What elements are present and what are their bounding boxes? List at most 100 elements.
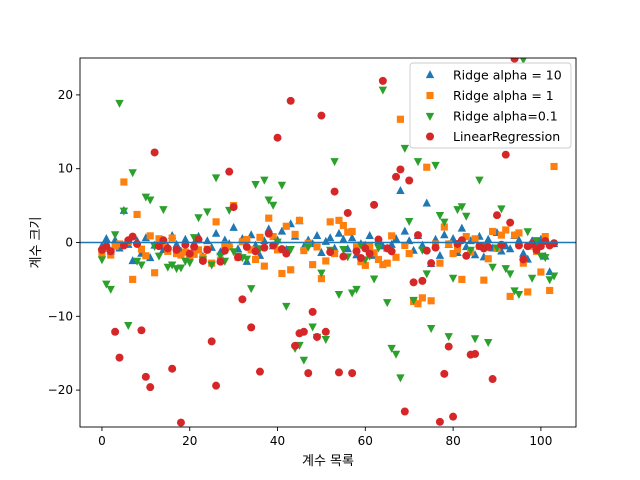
data-point <box>221 241 229 249</box>
data-point <box>273 246 282 254</box>
data-point <box>282 302 291 311</box>
x-tick-label: 60 <box>358 434 373 448</box>
data-point <box>505 270 515 279</box>
data-point <box>168 364 177 373</box>
data-point <box>471 349 480 358</box>
data-point <box>211 228 221 237</box>
data-point <box>308 307 317 316</box>
data-point <box>119 207 129 216</box>
data-point <box>229 222 238 231</box>
data-point <box>423 163 431 171</box>
data-point <box>541 233 549 241</box>
data-point <box>260 243 269 252</box>
data-point <box>277 226 287 235</box>
data-point <box>449 250 457 258</box>
data-point <box>339 245 348 254</box>
x-tick-label: 20 <box>182 434 197 448</box>
y-tick-label: 10 <box>58 162 73 176</box>
data-point <box>549 272 559 281</box>
data-point <box>527 274 537 283</box>
data-point <box>505 244 515 253</box>
data-point <box>264 229 273 238</box>
data-point <box>194 235 203 244</box>
data-point <box>229 248 238 257</box>
data-point <box>238 295 247 304</box>
data-point <box>102 233 111 242</box>
data-point <box>514 291 524 299</box>
data-point <box>440 218 449 227</box>
data-point <box>106 285 115 294</box>
data-point <box>242 255 251 264</box>
x-tick-label: 80 <box>445 434 460 448</box>
data-point <box>190 242 199 251</box>
data-point <box>115 99 124 108</box>
data-point <box>347 289 357 298</box>
data-point <box>129 275 137 283</box>
data-point <box>168 234 176 242</box>
data-point <box>383 299 392 308</box>
data-point <box>453 245 462 253</box>
data-point <box>515 229 523 237</box>
data-point <box>111 327 120 336</box>
data-point <box>344 228 352 236</box>
data-point <box>448 233 458 242</box>
data-point <box>414 300 422 308</box>
data-point <box>339 252 348 261</box>
data-point <box>471 235 479 243</box>
data-point <box>405 250 413 258</box>
data-point <box>352 285 361 294</box>
data-point <box>330 158 339 167</box>
legend-label: Ridge alpha=0.1 <box>453 109 558 124</box>
data-point <box>190 250 198 258</box>
data-point <box>207 261 216 270</box>
data-point <box>128 232 137 241</box>
data-point <box>291 341 300 350</box>
data-point <box>497 231 505 239</box>
data-point <box>484 234 493 243</box>
data-point <box>97 256 107 265</box>
data-point <box>470 335 480 344</box>
data-point <box>523 228 532 237</box>
data-point <box>260 176 269 185</box>
data-point <box>252 255 260 264</box>
data-point <box>211 174 221 183</box>
data-point <box>150 148 159 157</box>
data-point <box>435 250 445 259</box>
legend-marker <box>426 132 434 141</box>
legend-label: LinearRegression <box>453 129 560 144</box>
data-point <box>462 233 470 241</box>
data-point <box>243 235 251 244</box>
legend-label: Ridge alpha = 10 <box>453 68 562 83</box>
data-point <box>356 254 365 262</box>
data-point <box>317 248 326 256</box>
data-point <box>282 249 291 258</box>
data-point <box>383 259 391 267</box>
data-point <box>431 243 440 252</box>
data-point <box>370 249 378 257</box>
data-point <box>317 269 326 278</box>
data-point <box>426 324 436 333</box>
data-point <box>321 327 330 336</box>
y-tick-label: 20 <box>58 88 73 102</box>
data-point <box>545 276 554 285</box>
data-point <box>519 248 528 257</box>
data-point <box>462 212 471 221</box>
data-point <box>330 187 339 196</box>
data-point <box>220 246 229 255</box>
data-point <box>343 244 352 253</box>
data-point <box>207 337 216 346</box>
data-point <box>339 221 347 230</box>
data-point <box>286 245 295 254</box>
data-point <box>155 242 163 251</box>
x-tick-label: 40 <box>270 434 285 448</box>
data-point <box>203 245 212 254</box>
data-point <box>194 246 203 254</box>
data-point <box>313 332 322 341</box>
series-3 <box>97 58 559 427</box>
data-point <box>212 218 220 226</box>
data-point <box>277 181 287 190</box>
legend-label: Ridge alpha = 1 <box>453 88 554 103</box>
data-point <box>387 344 396 353</box>
data-point <box>418 240 427 249</box>
data-point <box>268 201 278 210</box>
